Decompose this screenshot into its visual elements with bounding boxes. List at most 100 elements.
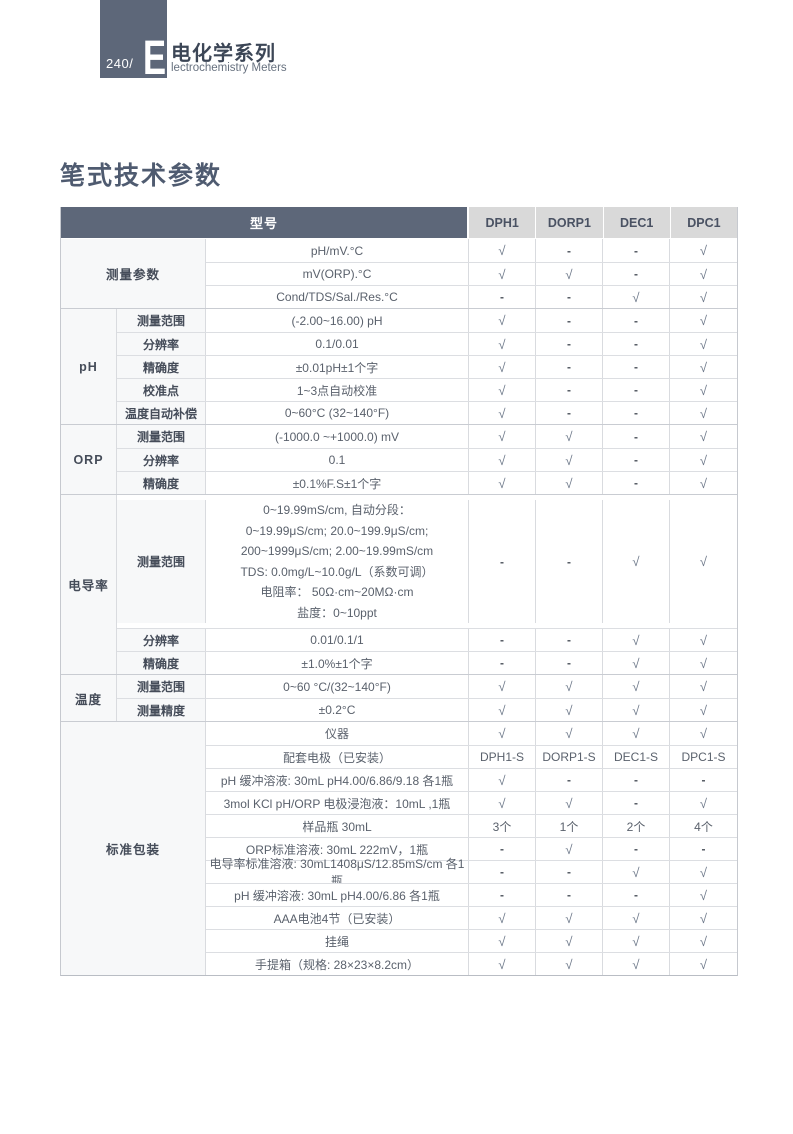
check-mark: √ xyxy=(670,907,737,929)
parameter-cell: 1~3点自动校准 xyxy=(206,379,469,401)
parameter-cell: 3mol KCl pH/ORP 电极浸泡液：10mL ,1瓶 xyxy=(206,792,469,814)
table-group: pH 测量范围 (-2.00~16.00) pH √ - - √ 分辨率 0.1/0.01 √ - -… xyxy=(61,308,737,424)
dash-mark: - xyxy=(603,884,670,906)
check-mark: √ xyxy=(536,472,603,494)
table-row: 温度自动补偿 0~60°C (32~140°F) √ - - √ xyxy=(117,401,737,424)
check-mark: √ xyxy=(670,402,737,424)
table-row: pH 缓冲溶液: 30mL pH4.00/6.86/9.18 各1瓶 √ - - - xyxy=(206,768,737,791)
parameter-cell: 挂绳 xyxy=(206,930,469,952)
check-mark: √ xyxy=(469,699,536,721)
check-mark: √ xyxy=(469,675,536,698)
table-group: 测量参数 pH/mV.°C √ - - √ mV(ORP).°C √ √ - √ Cond/TDS/S… xyxy=(61,239,737,308)
parameter-cell: pH/mV.°C xyxy=(206,239,469,262)
check-mark: √ xyxy=(670,722,737,745)
dash-mark: - xyxy=(469,861,536,883)
parameter-line: TDS: 0.0mg/L~10.0g/L（系数可调） xyxy=(240,564,434,579)
dash-mark: - xyxy=(603,472,670,494)
table-row: ORP标准溶液: 30mL 222mV，1瓶 - √ - - xyxy=(206,837,737,860)
table-row: 测量范围 (-1000.0 ~+1000.0) mV √ √ - √ xyxy=(117,425,737,448)
parameter-cell: 配套电极（已安装） xyxy=(206,746,469,768)
check-mark: √ xyxy=(469,907,536,929)
check-mark: √ xyxy=(603,907,670,929)
value-cell: DPC1-S xyxy=(670,746,737,768)
dash-mark: - xyxy=(536,629,603,651)
table-row: 精确度 ±1.0%±1个字 - - √ √ xyxy=(117,651,737,674)
series-title-cn: 电化学系列 xyxy=(171,43,276,65)
check-mark: √ xyxy=(670,699,737,721)
page-title: 笔式技术参数 xyxy=(60,162,223,190)
model-column-header: DORP1 xyxy=(536,207,604,238)
dash-mark: - xyxy=(603,449,670,471)
dash-mark: - xyxy=(536,239,603,262)
check-mark: √ xyxy=(536,699,603,721)
check-mark: √ xyxy=(603,930,670,952)
table-row: 手提箱（规格: 28×23×8.2cm） √ √ √ √ xyxy=(206,952,737,975)
parameter-cell: mV(ORP).°C xyxy=(206,263,469,285)
value-cell: DEC1-S xyxy=(603,746,670,768)
parameter-cell: Cond/TDS/Sal./Res.°C xyxy=(206,286,469,308)
check-mark: √ xyxy=(469,402,536,424)
page-number: 240/ xyxy=(106,56,134,71)
check-mark: √ xyxy=(536,930,603,952)
row-label: 温度自动补偿 xyxy=(117,402,206,424)
check-mark: √ xyxy=(469,472,536,494)
check-mark: √ xyxy=(536,838,603,860)
check-mark: √ xyxy=(670,472,737,494)
parameter-cell: 0.1/0.01 xyxy=(206,333,469,355)
table-row: pH/mV.°C √ - - √ xyxy=(206,239,737,262)
parameter-cell: 0~60 °C/(32~140°F) xyxy=(206,675,469,698)
check-mark: √ xyxy=(603,699,670,721)
table-row: 测量精度 ±0.2°C √ √ √ √ xyxy=(117,698,737,721)
table-row: 测量范围 0~60 °C/(32~140°F) √ √ √ √ xyxy=(117,675,737,698)
value-cell: 3个 xyxy=(469,815,536,837)
check-mark: √ xyxy=(469,425,536,448)
parameter-cell: 样品瓶 30mL xyxy=(206,815,469,837)
check-mark: √ xyxy=(469,309,536,332)
table-row: mV(ORP).°C √ √ - √ xyxy=(206,262,737,285)
value-cell: DORP1-S xyxy=(536,746,603,768)
value-cell: 4个 xyxy=(670,815,737,837)
dash-mark: - xyxy=(670,838,737,860)
check-mark: √ xyxy=(670,333,737,355)
parameter-cell: AAA电池4节（已安装） xyxy=(206,907,469,929)
dash-mark: - xyxy=(603,239,670,262)
dash-mark: - xyxy=(536,402,603,424)
check-mark: √ xyxy=(603,675,670,698)
table-group: 电导率 测量范围 0~19.99mS/cm, 自动分段： 0~19.99μS/cm; … xyxy=(61,494,737,674)
dash-mark: - xyxy=(603,309,670,332)
table-group: 温度 测量范围 0~60 °C/(32~140°F) √ √ √ √ 测量精度 ±0.2°C √ √… xyxy=(61,674,737,721)
check-mark: √ xyxy=(603,286,670,308)
value-cell: 1个 xyxy=(536,815,603,837)
check-mark: √ xyxy=(603,652,670,674)
dash-mark: - xyxy=(603,425,670,448)
row-label: 测量范围 xyxy=(117,675,206,698)
parameter-cell: 0.1 xyxy=(206,449,469,471)
row-label: 校准点 xyxy=(117,379,206,401)
parameter-cell: ±0.01pH±1个字 xyxy=(206,356,469,378)
dash-mark: - xyxy=(469,629,536,651)
table-row: 测量范围 (-2.00~16.00) pH √ - - √ xyxy=(117,309,737,332)
table-group: 标准包装 仪器 √ √ √ √ 配套电极（已安装） DPH1-S DORP1-S DEC1-S DP… xyxy=(61,721,737,975)
table-row: 电导率标准溶液: 30mL1408μS/12.85mS/cm 各1瓶 - - √ √ xyxy=(206,857,737,888)
dash-mark: - xyxy=(536,884,603,906)
table-row: 3mol KCl pH/ORP 电极浸泡液：10mL ,1瓶 √ √ - √ xyxy=(206,791,737,814)
brand-logo-box: 240/ E xyxy=(100,0,167,82)
row-label: 分辨率 xyxy=(117,629,206,651)
series-title-en: lectrochemistry Meters xyxy=(171,62,287,74)
dash-mark: - xyxy=(536,333,603,355)
dash-mark: - xyxy=(603,838,670,860)
dash-mark: - xyxy=(536,356,603,378)
check-mark: √ xyxy=(670,884,737,906)
check-mark: √ xyxy=(670,286,737,308)
dash-mark: - xyxy=(603,792,670,814)
check-mark: √ xyxy=(469,263,536,285)
dash-mark: - xyxy=(536,379,603,401)
parameter-cell: 电导率标准溶液: 30mL1408μS/12.85mS/cm 各1瓶 xyxy=(206,857,469,888)
check-mark: √ xyxy=(536,792,603,814)
table-row: 配套电极（已安装） DPH1-S DORP1-S DEC1-S DPC1-S xyxy=(206,745,737,768)
dash-mark: - xyxy=(603,769,670,791)
value-cell: 2个 xyxy=(603,815,670,837)
model-column-header: DPH1 xyxy=(469,207,537,238)
check-mark: √ xyxy=(469,792,536,814)
check-mark: √ xyxy=(469,356,536,378)
